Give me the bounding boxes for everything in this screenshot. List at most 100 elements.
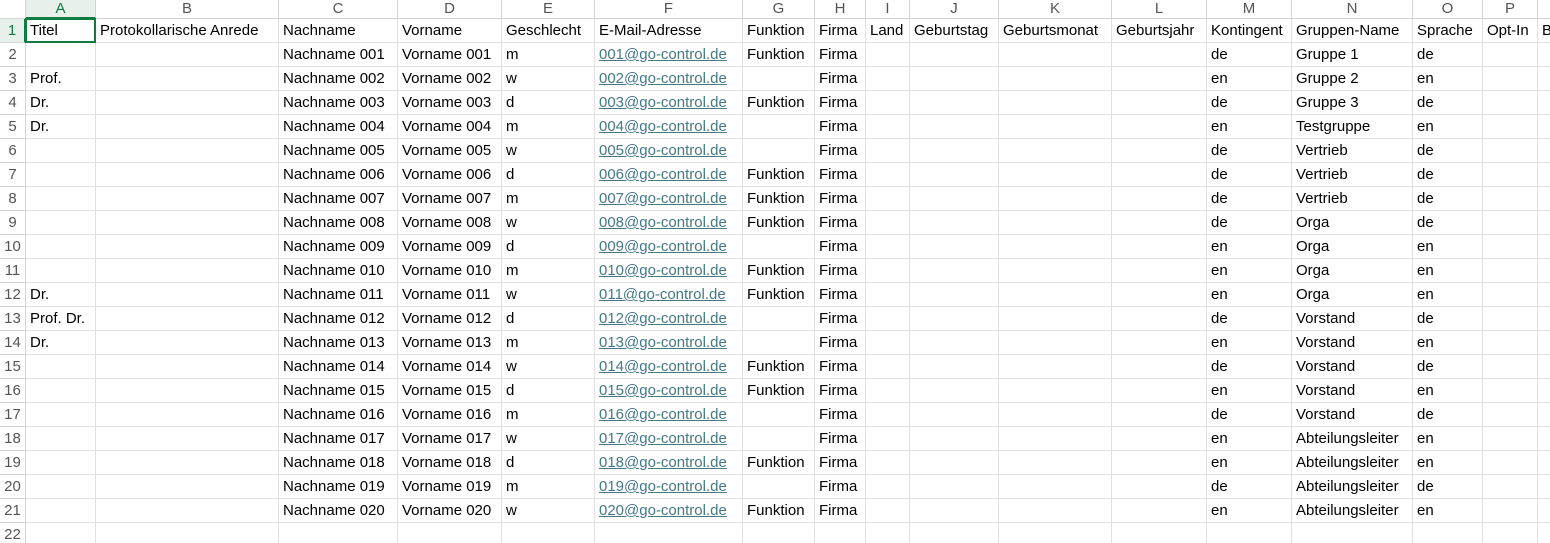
cell[interactable] (999, 403, 1112, 427)
cell[interactable]: en (1413, 499, 1483, 523)
cell[interactable]: de (1207, 139, 1292, 163)
cell[interactable]: Firma (815, 235, 866, 259)
cell[interactable]: d (502, 451, 595, 475)
cell[interactable] (1112, 475, 1207, 499)
cell[interactable] (910, 235, 999, 259)
cell[interactable]: Firma (815, 67, 866, 91)
cell[interactable] (743, 523, 815, 543)
cell[interactable]: w (502, 355, 595, 379)
cell[interactable] (1538, 307, 1550, 331)
cell[interactable]: en (1413, 331, 1483, 355)
corner[interactable] (0, 0, 26, 19)
cell[interactable]: Vorname 010 (398, 259, 502, 283)
cell[interactable] (866, 115, 910, 139)
cell[interactable]: Abteilungsleiter (1292, 427, 1413, 451)
header-cell[interactable]: Gruppen-Name (1292, 19, 1413, 43)
row-header[interactable]: 14 (0, 331, 26, 355)
cell[interactable]: w (502, 283, 595, 307)
cell[interactable] (1112, 331, 1207, 355)
row-header[interactable]: 2 (0, 43, 26, 67)
column-header[interactable]: L (1112, 0, 1207, 19)
header-cell[interactable]: Nachname (279, 19, 398, 43)
cell[interactable] (743, 427, 815, 451)
header-cell[interactable]: Firma (815, 19, 866, 43)
column-header[interactable]: G (743, 0, 815, 19)
cell[interactable] (866, 379, 910, 403)
header-cell[interactable]: Kontingent (1207, 19, 1292, 43)
cell[interactable]: Vorname 014 (398, 355, 502, 379)
cell[interactable] (910, 283, 999, 307)
header-cell[interactable]: Protokollarische Anrede (96, 19, 279, 43)
cell[interactable] (999, 427, 1112, 451)
row-header[interactable]: 19 (0, 451, 26, 475)
email-link[interactable]: 004@go-control.de (595, 115, 743, 139)
email-link[interactable]: 019@go-control.de (595, 475, 743, 499)
cell[interactable]: Dr. (26, 331, 96, 355)
email-link[interactable]: 005@go-control.de (595, 139, 743, 163)
cell[interactable]: Firma (815, 427, 866, 451)
email-link[interactable]: 010@go-control.de (595, 259, 743, 283)
cell[interactable] (910, 43, 999, 67)
column-header[interactable]: B (96, 0, 279, 19)
cell[interactable] (1483, 187, 1538, 211)
row-header[interactable]: 11 (0, 259, 26, 283)
cell[interactable] (1538, 451, 1550, 475)
cell[interactable] (96, 211, 279, 235)
row-header[interactable]: 4 (0, 91, 26, 115)
cell[interactable] (866, 499, 910, 523)
cell[interactable] (1538, 91, 1550, 115)
cell[interactable] (866, 187, 910, 211)
cell[interactable]: de (1413, 307, 1483, 331)
row-header[interactable]: 20 (0, 475, 26, 499)
cell[interactable] (1538, 283, 1550, 307)
header-cell[interactable]: Land (866, 19, 910, 43)
cell[interactable] (96, 331, 279, 355)
row-header[interactable]: 17 (0, 403, 26, 427)
cell[interactable] (1483, 523, 1538, 543)
cell[interactable] (1112, 163, 1207, 187)
column-header[interactable]: E (502, 0, 595, 19)
cell[interactable] (999, 235, 1112, 259)
cell[interactable] (1483, 307, 1538, 331)
header-cell[interactable]: E-Mail-Adresse (595, 19, 743, 43)
cell[interactable] (96, 187, 279, 211)
cell[interactable]: Gruppe 1 (1292, 43, 1413, 67)
cell[interactable]: m (502, 475, 595, 499)
cell[interactable] (1483, 427, 1538, 451)
cell[interactable] (1112, 403, 1207, 427)
cell[interactable]: Firma (815, 403, 866, 427)
cell[interactable] (910, 67, 999, 91)
cell[interactable] (1483, 211, 1538, 235)
cell[interactable]: Nachname 012 (279, 307, 398, 331)
cell[interactable] (1483, 67, 1538, 91)
cell[interactable] (910, 163, 999, 187)
row-header[interactable]: 10 (0, 235, 26, 259)
cell[interactable] (26, 163, 96, 187)
cell[interactable]: Abteilungsleiter (1292, 451, 1413, 475)
cell[interactable]: Funktion (743, 283, 815, 307)
cell[interactable]: Gruppe 3 (1292, 91, 1413, 115)
cell[interactable]: de (1413, 475, 1483, 499)
cell[interactable] (866, 235, 910, 259)
cell[interactable] (999, 355, 1112, 379)
cell[interactable] (999, 283, 1112, 307)
cell[interactable] (1538, 115, 1550, 139)
cell[interactable] (1112, 307, 1207, 331)
cell[interactable] (1112, 451, 1207, 475)
cell[interactable]: en (1207, 379, 1292, 403)
row-header[interactable]: 7 (0, 163, 26, 187)
cell[interactable]: Vorname 016 (398, 403, 502, 427)
cell[interactable] (866, 139, 910, 163)
cell[interactable] (1483, 91, 1538, 115)
cell[interactable] (1112, 235, 1207, 259)
cell[interactable] (1538, 523, 1550, 543)
column-header[interactable]: I (866, 0, 910, 19)
cell[interactable]: de (1207, 43, 1292, 67)
cell[interactable]: Vertrieb (1292, 163, 1413, 187)
cell[interactable]: de (1207, 91, 1292, 115)
cell[interactable] (96, 43, 279, 67)
email-link[interactable]: 018@go-control.de (595, 451, 743, 475)
cell[interactable]: Vorname 006 (398, 163, 502, 187)
row-header[interactable]: 1 (0, 19, 26, 43)
cell[interactable]: Vorname 011 (398, 283, 502, 307)
